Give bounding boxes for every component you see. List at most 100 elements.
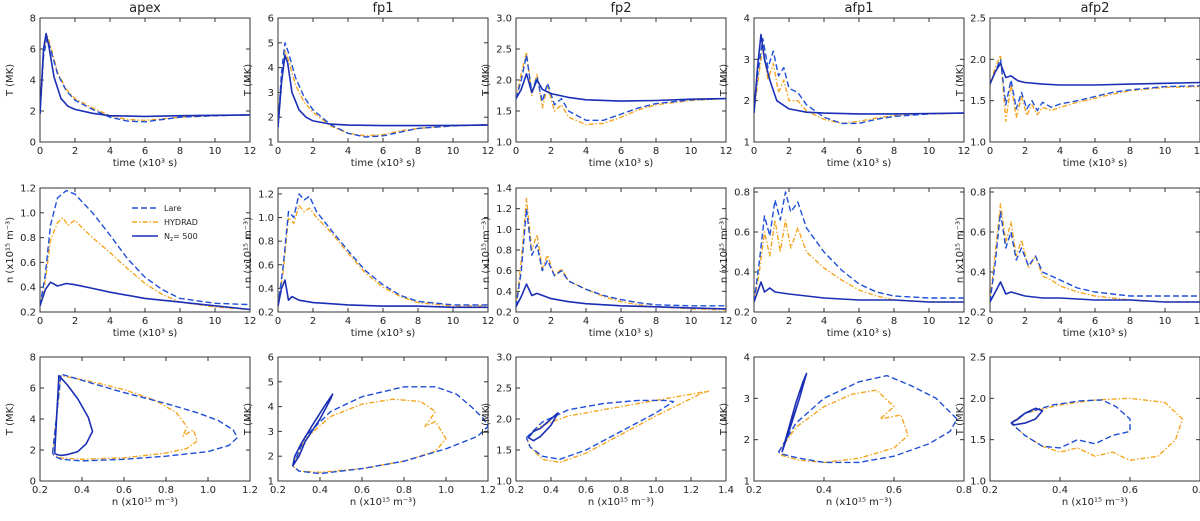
series-hydrad <box>990 54 1200 123</box>
x-tick-label: 0.6 <box>1122 485 1138 496</box>
y-tick-label: 2 <box>30 107 36 118</box>
x-tick-label: 4 <box>583 316 589 327</box>
series-n-z-500 <box>278 54 488 128</box>
series-lare <box>516 54 726 122</box>
x-tick-label: 4 <box>1057 316 1063 327</box>
x-tick-label: 0.2 <box>508 485 524 496</box>
y-tick-label: 3 <box>744 55 750 66</box>
x-tick-label: 0.8 <box>613 485 629 496</box>
series-hydrad <box>777 389 909 464</box>
y-tick-label: 6 <box>30 384 36 395</box>
x-tick-label: 10 <box>447 316 460 327</box>
x-tick-label: 10 <box>209 316 222 327</box>
column-title: fp1 <box>372 1 393 16</box>
x-tick-label: 12 <box>244 316 257 327</box>
plot-frame <box>277 17 489 143</box>
y-tick-label: 0.6 <box>734 228 750 239</box>
x-tick-label: 0.8 <box>396 485 412 496</box>
x-tick-label: 0.6 <box>886 485 902 496</box>
y-tick-label: 2 <box>268 452 274 463</box>
series-lare <box>754 191 964 303</box>
panel-afp1-t-n: 0.2 0.4 0.6 0.8 1 2 3 4 n (x10¹⁵ m⁻³) T (MK) <box>719 353 972 509</box>
x-tick-label: 10 <box>923 146 936 157</box>
y-tick-label: 0.4 <box>20 283 36 294</box>
x-tick-label: 0.8 <box>158 485 174 496</box>
y-tick-label: 0.6 <box>258 260 274 271</box>
y-tick-label: 6 <box>268 14 274 25</box>
x-axis-label: time (x10³ s) <box>827 158 892 169</box>
series-hydrad <box>40 217 250 311</box>
x-tick-label: 4 <box>107 146 113 157</box>
y-tick-label: 1.4 <box>496 184 512 195</box>
series-hydrad <box>516 197 726 311</box>
x-tick-label: 12 <box>720 316 733 327</box>
x-tick-label: 8 <box>415 146 421 157</box>
y-tick-label: 2.0 <box>970 394 986 405</box>
y-tick-label: 2 <box>268 113 274 124</box>
x-tick-label: 4 <box>107 316 113 327</box>
series-lare <box>51 373 239 462</box>
x-tick-label: 0 <box>987 146 993 157</box>
y-tick-label: 0 <box>30 477 36 488</box>
legend-nz-prefix: N <box>164 232 170 241</box>
x-tick-label: 0 <box>275 316 281 327</box>
y-axis-label: T (MK) <box>955 403 966 436</box>
x-tick-label: 8 <box>653 316 659 327</box>
y-tick-label: 0.8 <box>970 188 986 199</box>
x-tick-label: 8 <box>177 146 183 157</box>
y-tick-label: 0.4 <box>258 284 274 295</box>
y-tick-label: 0.2 <box>258 308 274 319</box>
plot-frame <box>39 17 251 143</box>
y-tick-label: 0.2 <box>20 308 36 319</box>
plot-frame <box>515 187 727 313</box>
x-tick-label: 12 <box>482 316 495 327</box>
x-tick-label: 10 <box>447 146 460 157</box>
x-axis-label: n (x10¹⁵ m⁻³) <box>826 497 892 508</box>
series-n-z-500 <box>516 283 726 310</box>
y-tick-label: 1.5 <box>970 96 986 107</box>
y-tick-label: 2.0 <box>496 76 512 87</box>
series-n-z-500 <box>527 411 559 442</box>
y-tick-label: 0.6 <box>20 258 36 269</box>
y-tick-label: 6 <box>30 45 36 56</box>
series-n-z-500 <box>990 281 1200 303</box>
series-lare <box>40 189 250 306</box>
x-tick-label: 0.4 <box>312 485 328 496</box>
x-tick-label: 0.2 <box>270 485 286 496</box>
y-tick-label: 0.4 <box>970 268 986 279</box>
series-hydrad <box>754 46 964 125</box>
y-tick-label: 2.5 <box>970 353 986 364</box>
y-tick-label: 1.0 <box>20 208 36 219</box>
x-tick-label: 6 <box>618 146 624 157</box>
series-n-z-500 <box>990 62 1200 86</box>
series-lare <box>278 42 488 138</box>
series-n-z-500 <box>40 281 250 311</box>
y-tick-label: 4 <box>30 415 36 426</box>
panel-apex-t-n: 0.2 0.4 0.6 0.8 1.0 1.2 0 2 4 6 8 n (x10¹⁵ m⁻³) T (M… <box>5 353 258 509</box>
x-tick-label: 4 <box>345 316 351 327</box>
series-n-z-500 <box>754 33 964 115</box>
x-axis-label: n (x10¹⁵ m⁻³) <box>112 497 178 508</box>
y-tick-label: 8 <box>30 14 36 25</box>
x-tick-label: 0 <box>751 316 757 327</box>
y-tick-label: 4 <box>268 63 274 74</box>
panel-fp2-t-n: 0.2 0.4 0.6 0.8 1.0 1.2 1.41.01.52.02.53.0n (x… <box>481 353 734 509</box>
y-tick-label: 1 <box>744 477 750 488</box>
y-tick-label: 1.2 <box>496 204 512 215</box>
x-tick-label: 0.6 <box>116 485 132 496</box>
y-axis-label: T (MK) <box>481 64 492 97</box>
series-lare <box>525 399 675 460</box>
x-axis-label: n (x10¹⁵ m⁻³) <box>350 497 416 508</box>
x-tick-label: 1.2 <box>242 485 258 496</box>
y-axis-label: n (x10¹⁵ m⁻³) <box>481 217 492 283</box>
series-lare <box>278 193 488 307</box>
series-hydrad <box>40 34 250 122</box>
y-tick-label: 0.8 <box>20 233 36 244</box>
